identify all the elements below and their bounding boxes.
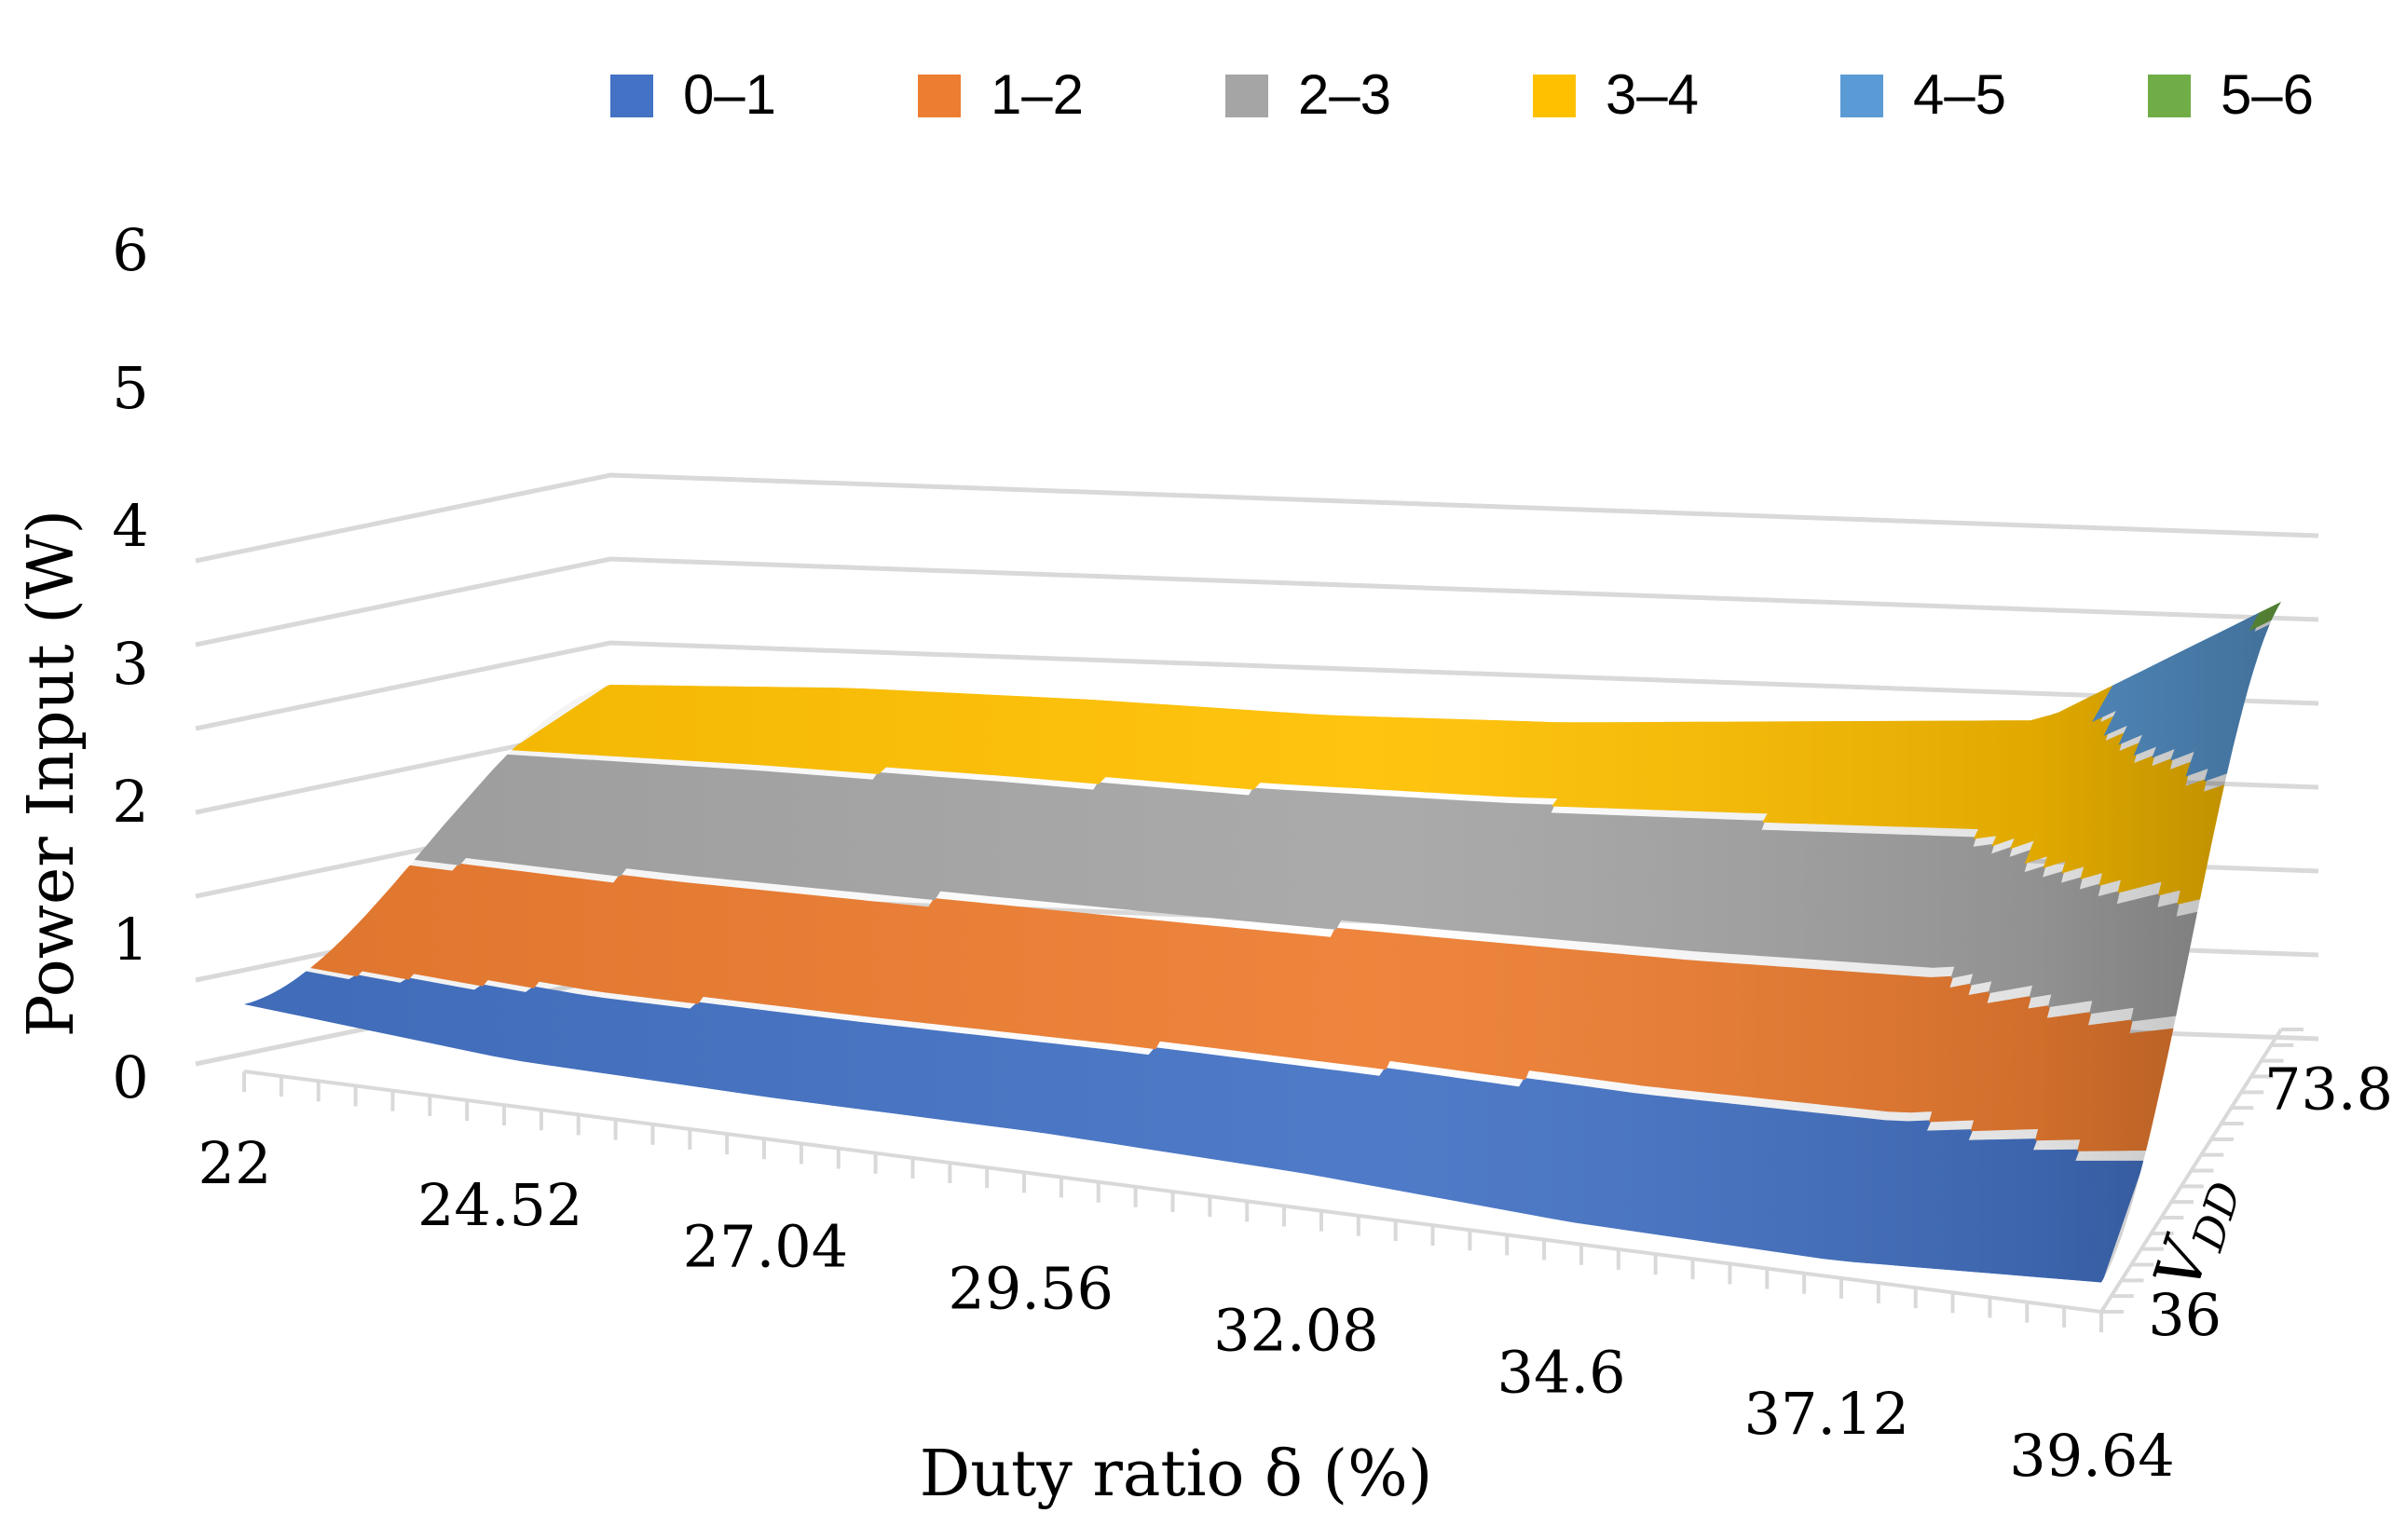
z-tick-label: 3 <box>112 630 148 698</box>
legend-swatch <box>918 75 961 117</box>
x-tick-label: 29.56 <box>948 1255 1114 1323</box>
legend-label: 1–2 <box>991 63 1084 126</box>
gridline-z4 <box>195 640 2319 731</box>
z-tick-label: 2 <box>112 768 148 836</box>
legend-label: 0–1 <box>683 63 776 126</box>
legend-swatch <box>2148 75 2191 117</box>
z-axis: 0 1 2 3 4 5 6 <box>112 216 148 1111</box>
surface-shading <box>244 602 2281 1283</box>
depth-tick-label: 73.8 <box>2264 1055 2393 1123</box>
x-axis-title: Duty ratio δ (%) <box>920 1438 1433 1511</box>
x-tick-label: 37.12 <box>1744 1380 1910 1448</box>
legend-label: 2–3 <box>1298 63 1391 126</box>
x-tick-label: 32.08 <box>1213 1296 1379 1364</box>
x-tick-label: 27.04 <box>683 1213 849 1281</box>
depth-tick-label: 36 <box>2148 1281 2221 1349</box>
gridline-z5 <box>195 556 2319 647</box>
z-tick-label: 0 <box>112 1043 148 1111</box>
y-axis-title: Power Input (W) <box>15 510 89 1037</box>
z-tick-label: 1 <box>112 906 148 974</box>
x-tick-label: 22 <box>198 1129 272 1197</box>
x-axis: 22 24.52 27.04 29.56 32.08 34.6 37.12 39.64 <box>198 1070 2175 1490</box>
surface <box>244 602 2281 1283</box>
x-tick-label: 39.64 <box>2009 1422 2175 1490</box>
legend-label: 5–6 <box>2221 63 2314 126</box>
legend: 0–1 1–2 2–3 3–4 4–5 5–6 <box>610 63 2314 126</box>
legend-swatch <box>610 75 653 117</box>
z-tick-label: 6 <box>112 216 148 284</box>
legend-swatch <box>1225 75 1268 117</box>
legend-swatch <box>1840 75 1883 117</box>
x-tick-label: 24.52 <box>417 1171 583 1239</box>
depth-axis: 36 73.8 <box>2099 1028 2393 1349</box>
legend-label: 4–5 <box>1913 63 2006 126</box>
z-tick-label: 5 <box>112 354 148 422</box>
legend-swatch <box>1533 75 1576 117</box>
x-tick-label: 34.6 <box>1497 1338 1626 1406</box>
legend-label: 3–4 <box>1606 63 1699 126</box>
gridline-z6 <box>195 472 2319 564</box>
z-tick-label: 4 <box>112 492 148 560</box>
